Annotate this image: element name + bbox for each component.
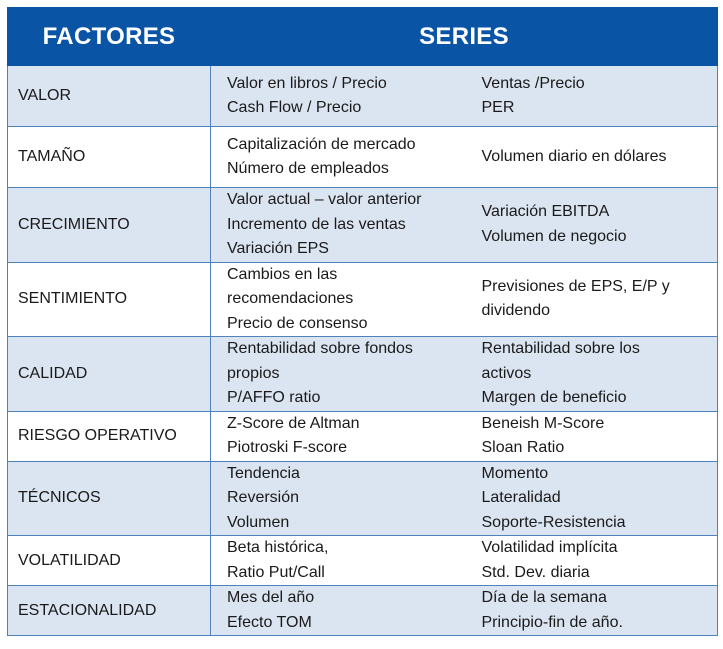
factor-cell: SENTIMIENTO [7,261,211,337]
table-row: TAMAÑO Capitalización de mercado Número de… [7,126,718,188]
factor-cell: CALIDAD [7,336,211,412]
series-item: Volatilidad implícita [481,539,618,556]
series-cell: Volatilidad implícita Std. Dev. diaria [471,535,718,586]
table-row: RIESGO OPERATIVO Z-Score de Altman Piotros… [7,410,718,462]
table-row: VOLATILIDAD Beta histórica, Ratio Put/Call… [7,535,718,586]
header-series: SERIES [210,7,718,66]
series-cell: Z-Score de Altman Piotroski F-score [210,410,472,462]
factor-cell: RIESGO OPERATIVO [7,410,211,462]
factor-cell: CRECIMIENTO [7,187,211,263]
series-cell: Cambios en las recomendaciones Precio de c… [210,261,472,337]
table-row: TÉCNICOS Tendencia Reversión Volumen Momento… [7,460,718,536]
series-item: Z-Score de Altman [227,414,360,432]
series-item: Sloan Ratio [481,439,565,456]
series-item: Piotroski F-score [227,439,348,456]
factors-table: FACTORES SERIES VALOR Valor en libros / P… [7,7,718,636]
series-item: Precio de consenso [227,314,368,332]
series-item: Principio-fin de año. [481,613,623,631]
series-item: Beta histórica, [227,539,329,556]
series-item: Día de la semana [481,589,607,606]
header-factores: FACTORES [7,7,211,66]
table-row: ESTACIONALIDAD Mes del año Efecto TOM Día d… [7,585,718,636]
series-item: Previsiones de EPS, E/P y [481,277,670,295]
series-item: Beneish M-Score [481,414,605,432]
table-row: SENTIMIENTO Cambios en las recomendaciones… [7,261,718,337]
series-cell: Mes del año Efecto TOM [210,585,472,636]
series-item: PER [481,99,515,116]
series-item: Cash Flow / Precio [227,99,362,116]
series-item: Ventas /Precio [481,74,585,92]
factor-cell: ESTACIONALIDAD [7,585,211,636]
series-item: Efecto TOM [227,613,312,631]
series-item: Rentabilidad sobre fondos [227,340,413,357]
table-row: CALIDAD Rentabilidad sobre fondos propios P… [7,336,718,412]
series-item: Valor en libros / Precio [227,74,387,92]
series-item: Incremento de las ventas [227,215,406,233]
series-cell: Valor en libros / Precio Cash Flow / Prec… [210,65,472,127]
series-cell: Rentabilidad sobre fondos propios P/AFFO r… [210,336,472,412]
series-item: Std. Dev. diaria [481,563,590,581]
series-item: Valor actual – valor anterior [227,191,422,208]
series-item: Variación EPS [227,240,329,257]
table-row: VALOR Valor en libros / Precio Cash Flow /… [7,65,718,127]
series-cell: Beneish M-Score Sloan Ratio [471,410,718,462]
series-cell: Día de la semana Principio-fin de año. [471,585,718,636]
series-cell: Beta histórica, Ratio Put/Call [210,535,472,586]
series-cell: Variación EBITDA Volumen de negocio [471,187,718,263]
series-cell: Rentabilidad sobre los activos Margen de b… [471,336,718,412]
series-item: Ratio Put/Call [227,563,325,581]
series-item: Cambios en las [227,265,338,283]
series-item: dividendo [481,302,551,320]
factor-cell: VALOR [7,65,211,127]
series-item: propios [227,364,280,382]
series-item: Margen de beneficio [481,389,627,406]
series-item: Número de empleados [227,160,389,177]
series-item: Soporte-Resistencia [481,513,626,531]
series-cell: Previsiones de EPS, E/P y dividendo [471,261,718,337]
header-row: FACTORES SERIES [7,7,718,66]
series-item: Momento [481,464,549,482]
series-cell: Tendencia Reversión Volumen [210,460,472,536]
series-item: Variación EBITDA [481,203,610,221]
series-item: activos [481,364,532,382]
series-item: recomendaciones [227,290,354,307]
series-item: Volumen diario en dólares [481,147,667,165]
factor-cell: TÉCNICOS [7,460,211,536]
series-cell: Capitalización de mercado Número de emple… [210,126,472,188]
factor-cell: VOLATILIDAD [7,535,211,586]
series-item: Volumen [227,513,290,531]
series-cell: Ventas /Precio PER [471,65,718,127]
factor-cell: TAMAÑO [7,126,211,188]
table-body: VALOR Valor en libros / Precio Cash Flow /… [7,65,718,636]
series-item: Rentabilidad sobre los [481,340,640,357]
series-cell: Volumen diario en dólares [471,126,718,188]
series-item: P/AFFO ratio [227,389,321,406]
series-cell: Momento Lateralidad Soporte-Resistencia [471,460,718,536]
series-item: Volumen de negocio [481,227,627,245]
series-cell: Valor actual – valor anterior Incremento … [210,187,472,263]
series-item: Tendencia [227,464,300,482]
series-item: Lateralidad [481,489,561,506]
table-row: CRECIMIENTO Valor actual – valor anterior… [7,187,718,263]
series-item: Mes del año [227,589,315,606]
series-item: Reversión [227,489,300,506]
series-item: Capitalización de mercado [227,135,416,153]
